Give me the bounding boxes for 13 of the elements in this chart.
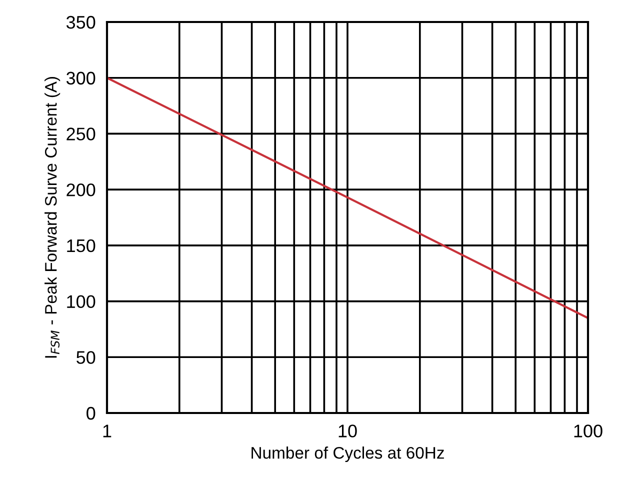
x-axis-title: Number of Cycles at 60Hz — [252, 446, 444, 462]
y-tick-label: 0 — [86, 406, 96, 420]
y-tick-label: 100 — [67, 295, 96, 308]
y-tick-label: 150 — [67, 239, 96, 252]
y-tick-label: 300 — [66, 72, 96, 85]
y-tick-label: 200 — [66, 184, 96, 196]
y-tick-label: 350 — [66, 16, 96, 29]
x-tick-label: 100 — [574, 424, 602, 438]
y-tick-label: 50 — [76, 351, 96, 364]
x-tick-label: 10 — [338, 424, 357, 438]
x-tick-label: 1 — [103, 424, 112, 438]
y-axis-title: I$_{FSM}$ - Peak Forward Surve Current (A) — [44, 76, 60, 358]
y-tick-label: 250 — [66, 128, 96, 140]
